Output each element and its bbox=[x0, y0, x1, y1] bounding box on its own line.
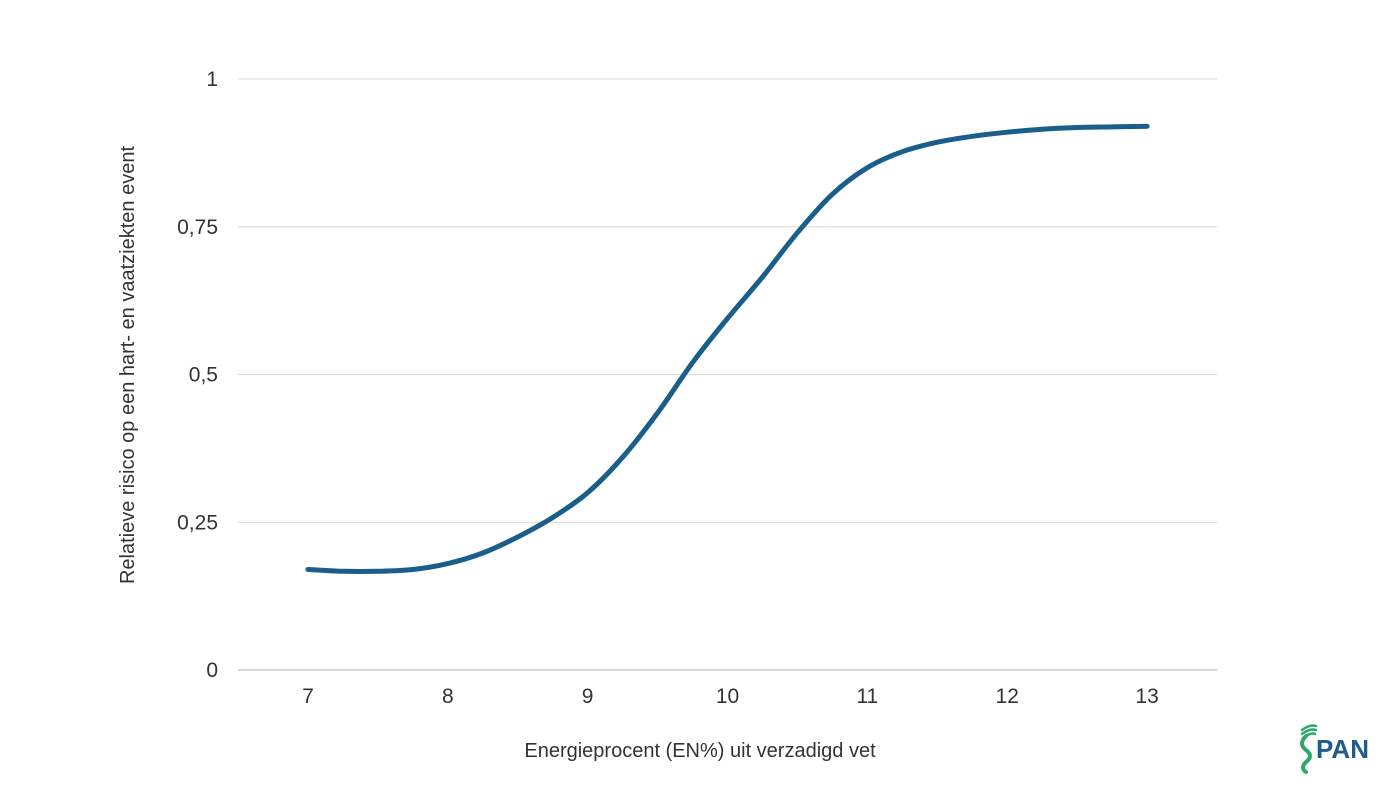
y-tick-label: 0,75 bbox=[177, 216, 218, 239]
x-tick-label: 12 bbox=[996, 685, 1019, 708]
grid-lines bbox=[238, 78, 1217, 523]
caduceus-icon bbox=[1300, 724, 1318, 774]
x-tick-label: 7 bbox=[302, 685, 314, 708]
x-tick-label: 13 bbox=[1135, 685, 1158, 708]
y-tick-label: 0 bbox=[206, 659, 218, 682]
x-tick-label: 9 bbox=[582, 685, 594, 708]
y-tick-label: 0,5 bbox=[189, 364, 218, 387]
logo-text: PAN bbox=[1316, 734, 1369, 764]
x-tick-label: 8 bbox=[442, 685, 454, 708]
y-tick-label: 0,25 bbox=[177, 511, 218, 534]
series-layer bbox=[305, 123, 1150, 575]
series-line bbox=[305, 123, 1150, 575]
x-tick-label: 11 bbox=[856, 685, 878, 708]
y-axis-title: Relatieve risico op een hart- en vaatzie… bbox=[117, 146, 139, 584]
x-tick-label: 10 bbox=[716, 685, 739, 708]
pan-logo: PAN bbox=[1296, 722, 1386, 774]
x-axis-title: Energieprocent (EN%) uit verzadigd vet bbox=[524, 740, 876, 762]
y-tick-label: 1 bbox=[206, 68, 218, 91]
tick-labels: 0 0,25 0,5 0,75 1 7 8 9 10 11 12 13 bbox=[177, 68, 1159, 708]
